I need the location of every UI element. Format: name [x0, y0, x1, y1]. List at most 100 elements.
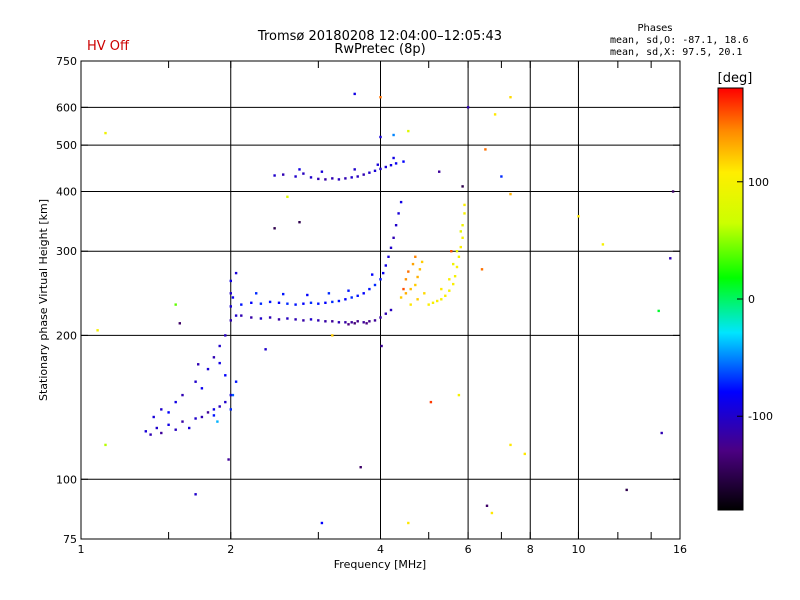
data-point: [407, 521, 410, 525]
data-point: [389, 308, 393, 312]
data-point: [350, 296, 353, 299]
data-point: [379, 167, 382, 171]
data-point: [404, 278, 408, 281]
data-point: [224, 374, 227, 377]
data-point: [657, 309, 660, 313]
data-point: [365, 322, 368, 325]
data-point: [294, 303, 297, 306]
data-point: [174, 400, 177, 404]
data-point: [337, 321, 341, 324]
data-point: [382, 271, 385, 275]
data-point: [327, 292, 331, 295]
data-point: [399, 296, 403, 299]
data-point: [466, 106, 470, 109]
data-point: [356, 320, 359, 323]
data-point: [167, 411, 170, 414]
stats-x-mode: mean, sd,X: 97.5, 20.1: [610, 47, 742, 58]
data-point: [302, 302, 305, 305]
data-point: [452, 282, 455, 286]
data-point: [218, 344, 221, 348]
data-point: [181, 420, 184, 423]
data-point: [463, 203, 466, 207]
data-point: [273, 227, 276, 230]
data-point: [224, 334, 227, 337]
data-point: [294, 318, 297, 321]
data-point: [347, 289, 350, 292]
y-tick-label: 300: [56, 245, 77, 258]
data-point: [450, 250, 453, 253]
data-point: [309, 176, 313, 179]
data-point: [104, 443, 107, 447]
chart-title-line2: RwPretec (8p): [334, 42, 425, 57]
y-tick-label: 100: [56, 473, 77, 486]
colorbar-tick-label: -100: [748, 410, 773, 423]
data-point: [484, 148, 487, 151]
data-point: [306, 293, 309, 297]
data-point: [282, 173, 285, 176]
data-point: [523, 452, 526, 456]
data-point: [194, 380, 197, 383]
data-point: [461, 236, 464, 239]
data-point: [368, 320, 371, 323]
data-point: [577, 215, 580, 218]
data-point: [459, 230, 462, 233]
y-axis-label: Stationary phase Virtual Height [km]: [37, 199, 50, 401]
data-point: [240, 314, 243, 317]
data-point: [444, 294, 447, 297]
data-point: [407, 129, 410, 133]
data-point: [461, 224, 464, 227]
data-point: [373, 283, 377, 287]
data-point: [344, 177, 347, 180]
data-point: [200, 387, 204, 390]
x-axis-label: Frequency [MHz]: [334, 558, 426, 571]
data-point: [427, 303, 430, 306]
data-point: [356, 175, 359, 178]
data-point: [194, 493, 197, 496]
data-point: [389, 164, 393, 167]
data-point: [149, 433, 152, 436]
data-point: [216, 420, 219, 423]
data-point: [440, 287, 443, 291]
data-point: [359, 466, 362, 469]
data-point: [188, 426, 191, 430]
data-point: [438, 170, 441, 173]
stats-o-mode: mean, sd,O: -87.1, 18.6: [610, 35, 748, 46]
data-point: [461, 185, 464, 188]
data-point: [500, 175, 503, 178]
data-point: [259, 302, 263, 305]
data-point: [324, 178, 327, 181]
data-point: [282, 292, 285, 296]
data-point: [392, 156, 395, 160]
data-point: [416, 275, 419, 279]
data-point: [344, 321, 347, 324]
data-point: [414, 255, 417, 258]
data-point: [420, 260, 424, 264]
data-point: [353, 168, 356, 171]
data-point: [356, 294, 359, 297]
x-tick-labels: 1 2 4 6 8 10 16: [78, 543, 688, 556]
y-tick-label: 75: [63, 533, 77, 546]
data-point: [379, 278, 382, 281]
data-point: [197, 363, 200, 366]
data-point: [317, 302, 320, 305]
data-point: [493, 113, 497, 116]
x-tick-label: 16: [673, 543, 687, 556]
data-point: [660, 431, 663, 435]
data-point: [414, 283, 417, 287]
data-point: [347, 323, 350, 326]
y-tick-label: 400: [56, 185, 77, 198]
data-point: [206, 367, 210, 371]
data-point: [350, 321, 353, 324]
data-point: [387, 255, 390, 258]
data-point: [350, 176, 353, 179]
data-point: [234, 271, 238, 275]
data-point: [234, 380, 238, 383]
data-point: [407, 270, 410, 273]
data-points: [96, 92, 675, 525]
data-point: [160, 408, 163, 411]
data-point: [440, 298, 443, 301]
data-point: [399, 200, 403, 204]
data-point: [384, 312, 387, 315]
data-point: [384, 165, 387, 169]
